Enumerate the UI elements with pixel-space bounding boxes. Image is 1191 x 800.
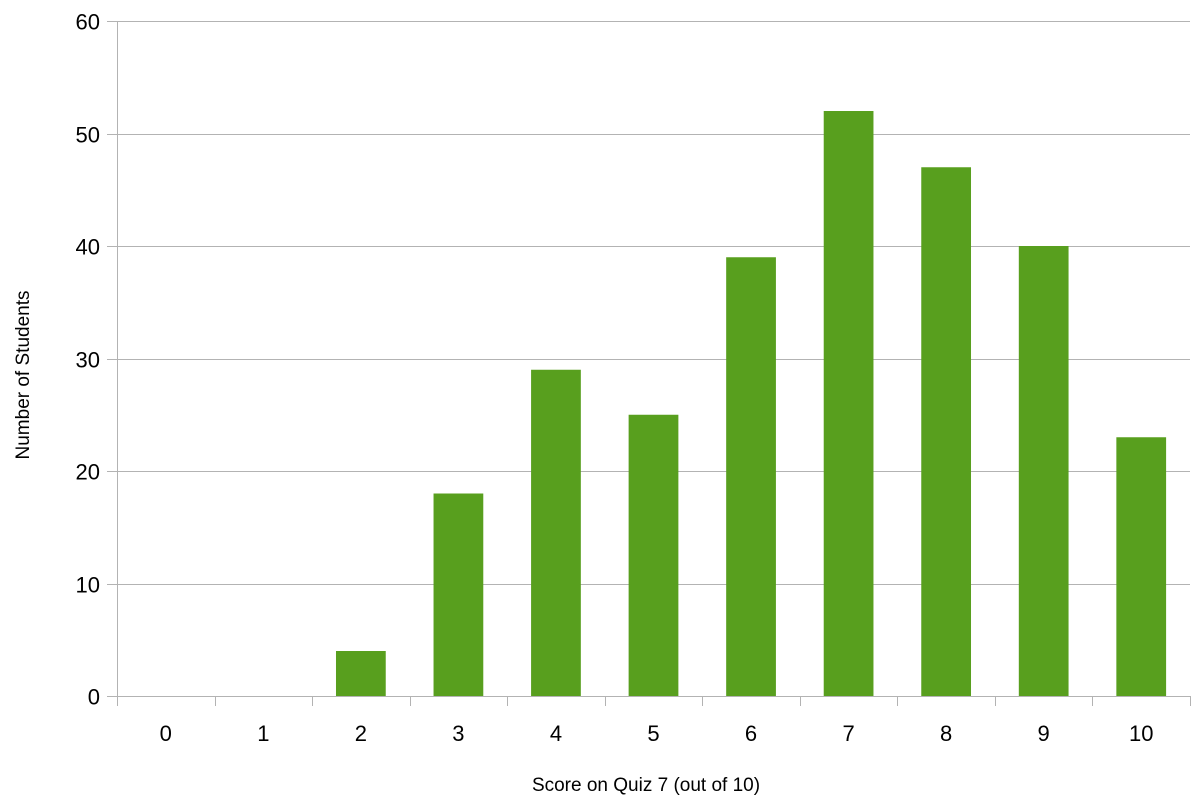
bars [335, 111, 1167, 696]
y-tick-label-60: 60 [76, 10, 100, 35]
x-tick-label-6: 6 [745, 721, 757, 746]
bar-9 [1018, 246, 1069, 696]
x-tick-label-2: 2 [355, 721, 367, 746]
bar-8 [921, 167, 972, 696]
bar-2 [335, 651, 386, 696]
bar-5 [628, 414, 679, 696]
y-tick-label-50: 50 [76, 123, 100, 148]
x-tick-label-3: 3 [452, 721, 464, 746]
x-tick-label-5: 5 [647, 721, 659, 746]
x-tick-label-0: 0 [160, 721, 172, 746]
y-tick-label-10: 10 [76, 573, 100, 598]
x-tick-label-1: 1 [257, 721, 269, 746]
bar-6 [726, 257, 776, 696]
x-tick-label-9: 9 [1038, 721, 1050, 746]
y-tick-labels: 0 10 20 30 40 50 60 [76, 10, 100, 710]
bar-10 [1116, 437, 1167, 696]
y-tick-label-30: 30 [76, 348, 100, 373]
x-tick-label-4: 4 [550, 721, 562, 746]
y-tick-label-40: 40 [76, 235, 100, 260]
x-tick-label-8: 8 [940, 721, 952, 746]
x-tick-label-10: 10 [1129, 721, 1153, 746]
x-axis-label: Score on Quiz 7 (out of 10) [532, 775, 760, 796]
x-tick-labels: 0 1 2 3 4 5 6 7 8 9 10 [160, 721, 1154, 746]
x-tick-label-7: 7 [842, 721, 854, 746]
bar-4 [531, 369, 581, 696]
bar-3 [433, 493, 484, 696]
y-axis-label: Number of Students [13, 291, 34, 460]
bar-7 [823, 111, 874, 696]
axes [117, 21, 1191, 706]
y-tick-label-20: 20 [76, 460, 100, 485]
y-tick-label-0: 0 [88, 685, 100, 710]
